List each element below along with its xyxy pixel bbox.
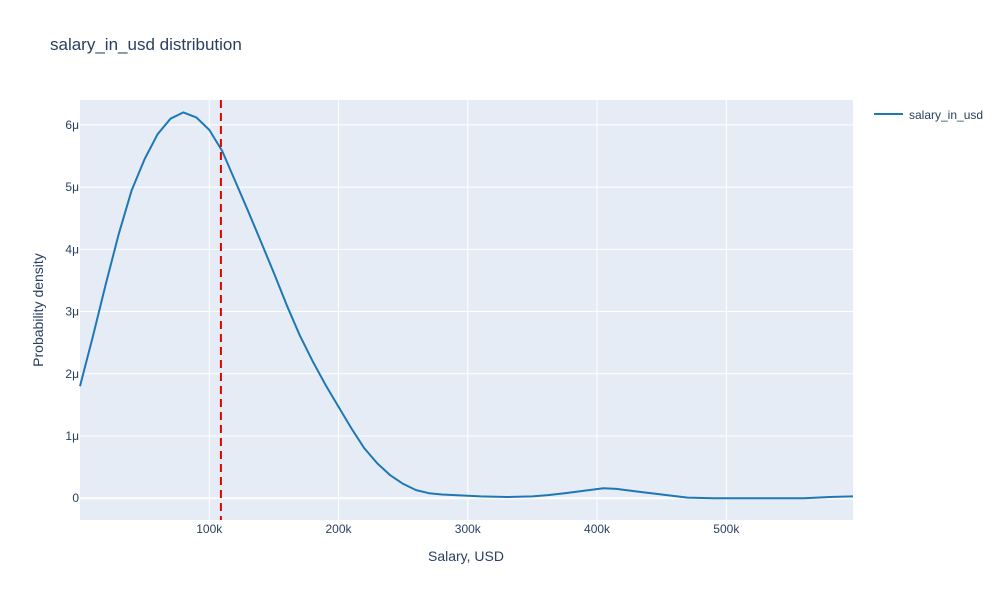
y-axis-title: Probability density [30,253,46,367]
y-tick-label: 4μ [65,242,79,256]
y-tick-label: 1μ [65,429,79,443]
x-tick-label: 100k [196,522,223,536]
series-line-salary_in_usd[interactable] [79,111,854,500]
x-tick-label: 300k [455,522,482,536]
y-tick-label: 3μ [65,305,79,319]
plot-background [80,100,853,520]
plot-area [79,100,854,520]
x-tick-label: 500k [713,522,740,536]
legend-label: salary_in_usd [909,108,983,122]
y-tick-label: 5μ [65,180,79,194]
legend[interactable]: salary_in_usd [874,108,983,122]
x-tick-label: 400k [584,522,611,536]
x-tick-label: 200k [326,522,353,536]
y-tick-label: 0 [72,491,79,505]
chart-title: salary_in_usd distribution [50,35,242,54]
series-layer [79,111,854,500]
x-axis-title: Salary, USD [428,548,504,564]
y-tick-label: 2μ [65,367,79,381]
y-tick-label: 6μ [65,118,79,132]
x-axis-ticks: 100k 200k 300k 400k 500k [196,522,740,536]
y-axis-ticks: 0 1μ 2μ 3μ 4μ 5μ 6μ [65,118,79,505]
